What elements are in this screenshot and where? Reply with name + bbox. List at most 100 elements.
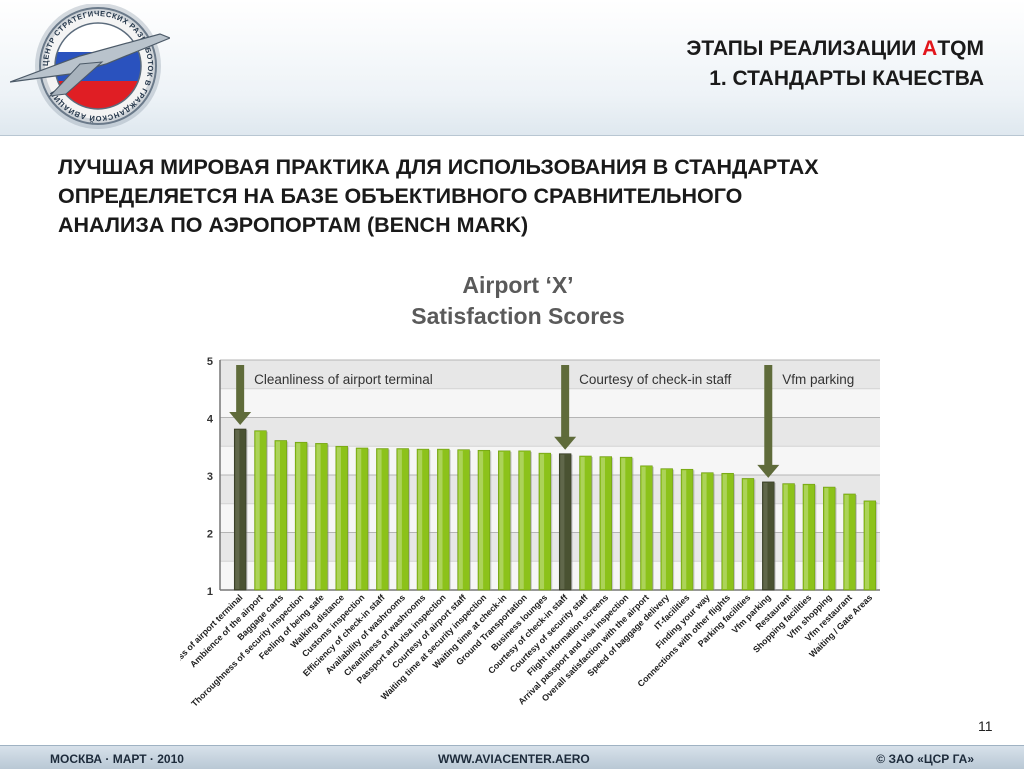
- bar-gloss: [621, 458, 626, 589]
- bar-gloss: [357, 448, 362, 589]
- bar: [721, 472, 734, 591]
- bar: [355, 447, 369, 591]
- bar: [335, 445, 348, 591]
- bar-gloss: [316, 444, 321, 589]
- slide-title: ЭТАПЫ РЕАЛИЗАЦИИ АTQM 1. СТАНДАРТЫ КАЧЕС…: [686, 34, 984, 94]
- bar-gloss: [844, 494, 849, 589]
- grid-band: [220, 417, 880, 447]
- bar-gloss: [763, 482, 768, 589]
- bar: [274, 440, 287, 591]
- bar: [457, 449, 470, 591]
- bar: [640, 465, 653, 591]
- bar: [863, 500, 877, 591]
- bar-gloss: [235, 430, 240, 589]
- bar-highlighted: [762, 481, 775, 591]
- chart-title: Airport ‘X’ Satisfaction Scores: [318, 270, 718, 332]
- bar: [782, 483, 795, 591]
- bar-gloss: [560, 454, 565, 589]
- slide-title-line2: 1. СТАНДАРТЫ КАЧЕСТВА: [709, 67, 984, 90]
- bar: [498, 450, 511, 591]
- bar-gloss: [336, 447, 341, 589]
- title-accent-letter: А: [922, 37, 938, 60]
- bar: [843, 493, 856, 591]
- footer-copyright: © ЗАО «ЦСР ГА»: [876, 752, 974, 766]
- bar: [416, 448, 430, 591]
- bar-gloss: [255, 431, 260, 589]
- bar: [518, 450, 531, 591]
- bar: [376, 448, 389, 591]
- bar-gloss: [418, 450, 423, 589]
- annotation-arrow-shaft: [561, 365, 570, 438]
- bar: [396, 448, 409, 591]
- y-tick-label: 4: [207, 414, 214, 426]
- slide-subtitle: ЛУЧШАЯ МИРОВАЯ ПРАКТИКА ДЛЯ ИСПОЛЬЗОВАНИ…: [58, 153, 988, 240]
- bar-gloss: [580, 457, 585, 589]
- y-tick-label: 1: [207, 586, 213, 598]
- bar-gloss: [641, 466, 646, 589]
- grid-band: [220, 388, 880, 418]
- title-line1-before: ЭТАПЫ РЕАЛИЗАЦИИ: [686, 37, 923, 60]
- bar: [254, 430, 267, 591]
- bar: [579, 455, 592, 591]
- header-background: [0, 0, 1024, 136]
- bar: [802, 483, 816, 591]
- footer-website-link[interactable]: WWW.AVIACENTER.AERO: [438, 752, 590, 766]
- y-tick-label: 5: [207, 356, 213, 368]
- bar: [599, 456, 612, 591]
- bar-gloss: [661, 469, 666, 589]
- bar-gloss: [783, 484, 788, 589]
- annotation-label: Courtesy of check-in staff: [579, 372, 731, 387]
- bar: [315, 443, 328, 591]
- chart-title-line2: Satisfaction Scores: [411, 303, 625, 329]
- annotation-label: Cleanliness of airport terminal: [254, 372, 433, 387]
- title-line1-after: TQM: [937, 37, 984, 60]
- annotation-arrow-shaft: [236, 365, 245, 413]
- annotation-label: Vfm parking: [782, 372, 854, 387]
- bar: [437, 448, 450, 591]
- subtitle-line2: ОПРЕДЕЛЯЕТСЯ НА БАЗЕ ОБЪЕКТИВНОГО СРАВНИ…: [58, 184, 743, 208]
- y-tick-label: 2: [207, 529, 213, 541]
- bar: [660, 468, 673, 591]
- bar-gloss: [804, 485, 809, 589]
- annotation-arrow-head: [229, 412, 252, 425]
- y-tick-label: 3: [207, 471, 213, 483]
- subtitle-line3: АНАЛИЗА ПО АЭРОПОРТАМ (BENCH MARK): [58, 213, 529, 237]
- slide-title-line1: ЭТАПЫ РЕАЛИЗАЦИИ АTQM: [686, 34, 984, 64]
- bar-gloss: [499, 451, 504, 589]
- bar-gloss: [458, 450, 463, 589]
- bar-gloss: [377, 449, 382, 589]
- bar-highlighted: [558, 453, 572, 591]
- bar: [823, 486, 836, 591]
- bar-gloss: [682, 470, 687, 589]
- footer-location-date: МОСКВА · МАРТ · 2010: [50, 752, 184, 766]
- bar-gloss: [539, 454, 545, 589]
- bar-gloss: [702, 473, 707, 589]
- bar: [619, 456, 633, 591]
- annotation-arrow-shaft: [764, 365, 773, 466]
- chart-title-line1: Airport ‘X’: [462, 272, 574, 298]
- bar-gloss: [519, 451, 524, 589]
- bar-gloss: [722, 474, 727, 589]
- annotation-arrow-head: [554, 436, 577, 450]
- bar: [477, 449, 491, 591]
- bar-gloss: [479, 451, 484, 589]
- bar: [680, 468, 694, 591]
- bar-gloss: [864, 501, 870, 589]
- bar: [538, 452, 552, 591]
- bar: [741, 478, 755, 591]
- subtitle-line1: ЛУЧШАЯ МИРОВАЯ ПРАКТИКА ДЛЯ ИСПОЛЬЗОВАНИ…: [58, 155, 819, 179]
- bar-gloss: [296, 443, 301, 589]
- page-number: 11: [978, 718, 993, 734]
- annotation-arrow-head: [757, 464, 780, 478]
- bar: [294, 441, 308, 591]
- bar-gloss: [397, 449, 402, 589]
- aircraft-emblem-icon: ЦЕНТР СТРАТЕГИЧЕСКИХ РАЗРАБОТОК В ГРАЖДА…: [10, 4, 170, 129]
- bar-highlighted: [233, 428, 247, 591]
- bar-gloss: [600, 457, 606, 589]
- bar: [701, 472, 714, 591]
- footer-bar: МОСКВА · МАРТ · 2010 WWW.AVIACENTER.AERO…: [0, 745, 1024, 769]
- bar-gloss: [275, 441, 281, 589]
- bar-gloss: [824, 488, 829, 589]
- bar-gloss: [743, 479, 748, 589]
